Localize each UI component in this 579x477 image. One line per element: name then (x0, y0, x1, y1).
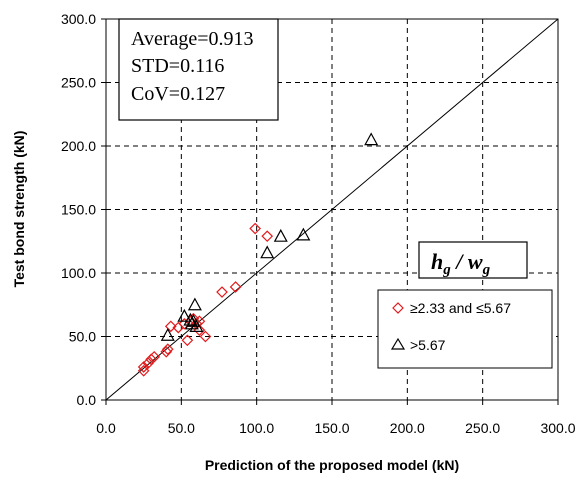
data-point-diamond (161, 343, 174, 356)
x-tick-label: 200.0 (390, 420, 425, 436)
data-point-diamond (261, 230, 274, 243)
data-point-triangle (160, 327, 175, 341)
data-point-triangle (187, 297, 202, 311)
x-tick-label: 250.0 (465, 420, 500, 436)
legend-title: hg / wg (431, 249, 491, 278)
y-tick-label: 200.0 (61, 138, 96, 154)
y-tick-label: 300.0 (61, 11, 96, 27)
y-tick-label: 150.0 (61, 202, 96, 218)
x-tick-label: 0.0 (96, 420, 116, 436)
y-axis-title: Test bond strength (kN) (11, 131, 27, 288)
data-point-triangle (296, 227, 311, 241)
stat-average: Average=0.913 (131, 28, 254, 50)
data-point-diamond (249, 222, 262, 235)
x-tick-label: 300.0 (540, 420, 575, 436)
data-point-diamond (216, 286, 228, 298)
y-axis-ticks: 0.0 50.0 100.0 150.0 200.0 250.0 300.0 (61, 11, 106, 408)
data-point-triangle (364, 132, 379, 146)
stat-std: STD=0.116 (131, 55, 224, 77)
data-points (137, 132, 379, 377)
legend-marker-diamond (392, 302, 404, 314)
y-tick-label: 50.0 (69, 329, 96, 345)
data-point-triangle (189, 319, 204, 332)
stats-box: Average=0.913 STD=0.116 CoV=0.127 (118, 18, 279, 121)
data-point-diamond (229, 281, 242, 293)
y-tick-label: 250.0 (61, 75, 96, 91)
x-tick-label: 100.0 (239, 420, 274, 436)
data-point-triangle (260, 245, 275, 259)
reference-line (105, 18, 559, 401)
data-point-diamond (137, 361, 150, 373)
x-tick-label: 50.0 (168, 420, 195, 436)
data-point-diamond (142, 357, 155, 370)
x-axis-title: Prediction of the proposed model (kN) (205, 457, 459, 473)
data-point-diamond (148, 350, 161, 363)
y-tick-label: 0.0 (77, 392, 97, 408)
y-tick-label: 100.0 (61, 265, 96, 281)
x-tick-label: 150.0 (314, 420, 349, 436)
x-axis-ticks: 0.0 50.0 100.0 150.0 200.0 250.0 300.0 (96, 400, 576, 436)
data-point-diamond (164, 320, 177, 333)
legend-title-box: hg / wg (418, 241, 528, 279)
stat-cov: CoV=0.127 (131, 83, 225, 105)
data-point-diamond (181, 334, 194, 347)
legend-label-0: ≥2.33 and ≤5.67 (410, 300, 511, 316)
legend-marker-triangle (390, 337, 406, 350)
data-point-diamond (178, 317, 191, 330)
legend-label-1: >5.67 (410, 337, 446, 353)
data-point-diamond (187, 312, 200, 325)
data-point-diamond (199, 330, 212, 343)
data-point-diamond (145, 353, 158, 366)
data-point-triangle (273, 228, 288, 242)
data-point-triangle (177, 308, 192, 322)
legend: ≥2.33 and ≤5.67 >5.67 (377, 289, 553, 369)
